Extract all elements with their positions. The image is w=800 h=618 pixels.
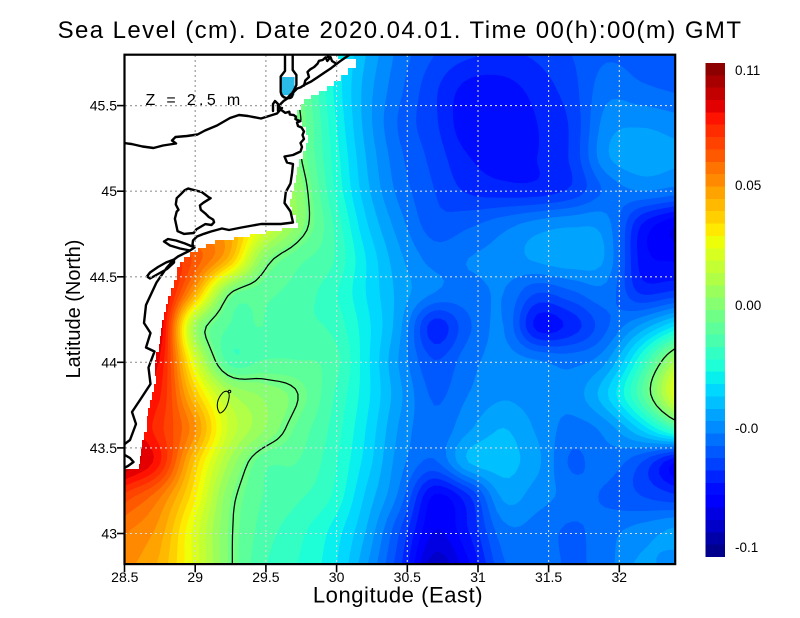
svg-text:31: 31 bbox=[470, 569, 486, 585]
svg-text:43.5: 43.5 bbox=[90, 440, 117, 456]
svg-text:45: 45 bbox=[101, 183, 117, 199]
svg-text:45.5: 45.5 bbox=[90, 98, 117, 114]
svg-text:-0.1: -0.1 bbox=[735, 540, 758, 555]
svg-text:0.11: 0.11 bbox=[735, 63, 760, 78]
svg-text:29: 29 bbox=[187, 569, 203, 585]
svg-text:Sea Level (cm). Date 2020.04.0: Sea Level (cm). Date 2020.04.01. Time 00… bbox=[58, 17, 743, 44]
svg-text:28.5: 28.5 bbox=[111, 569, 138, 585]
svg-text:30.5: 30.5 bbox=[394, 569, 421, 585]
svg-text:32: 32 bbox=[612, 569, 628, 585]
svg-text:31.5: 31.5 bbox=[535, 569, 562, 585]
svg-text:43: 43 bbox=[101, 526, 117, 542]
svg-text:0.05: 0.05 bbox=[735, 178, 761, 193]
svg-text:30: 30 bbox=[329, 569, 345, 585]
svg-text:29.5: 29.5 bbox=[252, 569, 279, 585]
svg-text:0.00: 0.00 bbox=[735, 298, 761, 313]
svg-text:44.5: 44.5 bbox=[90, 269, 117, 285]
svg-text:Longitude (East): Longitude (East) bbox=[313, 583, 483, 608]
svg-text:Latitude (North): Latitude (North) bbox=[63, 240, 85, 379]
svg-text:-0.0: -0.0 bbox=[735, 421, 758, 436]
svg-text:44: 44 bbox=[101, 354, 117, 370]
svg-text:Z = 2.5 m: Z = 2.5 m bbox=[145, 92, 243, 109]
